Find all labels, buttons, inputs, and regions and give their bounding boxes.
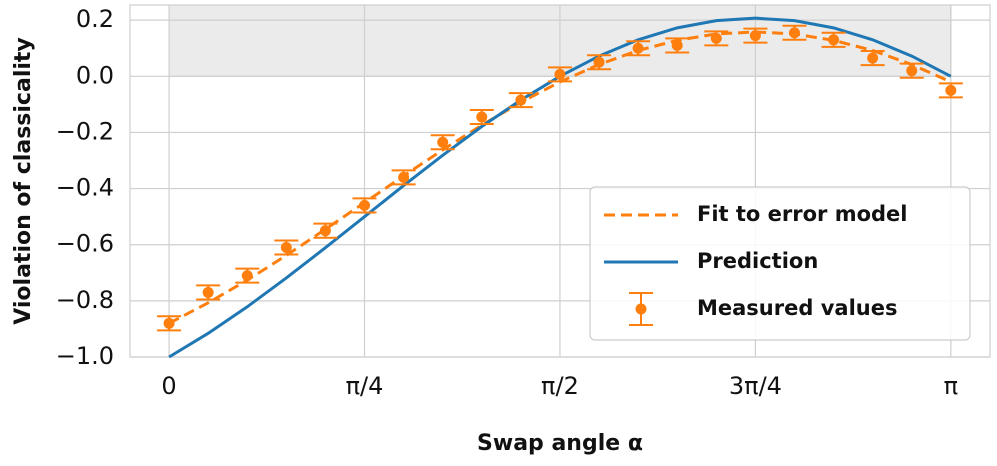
y-axis-label: Violation of classicality bbox=[11, 37, 36, 325]
y-tick-label: −1.0 bbox=[56, 342, 114, 370]
error-point bbox=[157, 315, 182, 332]
marker bbox=[398, 171, 410, 183]
y-tick-label: 0.2 bbox=[76, 5, 114, 33]
x-axis-label: Swap angle α bbox=[477, 431, 643, 456]
error-point bbox=[313, 222, 338, 239]
x-tick-label: π/4 bbox=[346, 372, 384, 400]
marker bbox=[828, 34, 840, 46]
marker bbox=[867, 52, 879, 64]
marker bbox=[632, 42, 644, 54]
error-point bbox=[430, 134, 455, 151]
marker bbox=[749, 30, 761, 42]
y-tick-label: 0.0 bbox=[76, 61, 114, 89]
error-point bbox=[938, 82, 963, 99]
error-point bbox=[547, 66, 572, 83]
legend-label: Measured values bbox=[697, 296, 897, 320]
marker bbox=[671, 39, 683, 51]
marker bbox=[515, 94, 527, 106]
error-point bbox=[587, 54, 612, 71]
marker bbox=[593, 56, 605, 68]
error-point bbox=[821, 31, 846, 48]
error-point bbox=[743, 27, 768, 44]
error-point bbox=[508, 92, 533, 109]
marker bbox=[319, 225, 331, 237]
y-tick-label: −0.6 bbox=[56, 230, 114, 258]
error-point bbox=[860, 50, 885, 67]
plot-frame bbox=[129, 4, 991, 358]
legend-label: Fit to error model bbox=[697, 202, 908, 226]
error-point bbox=[469, 108, 494, 126]
y-tick-label: −0.4 bbox=[56, 174, 114, 202]
marker bbox=[554, 68, 566, 80]
error-point bbox=[704, 30, 729, 47]
marker bbox=[437, 136, 449, 148]
marker bbox=[241, 270, 253, 282]
error-point bbox=[352, 197, 377, 214]
error-point bbox=[665, 37, 690, 54]
legend-label: Prediction bbox=[697, 249, 818, 273]
marker bbox=[359, 199, 371, 211]
legend-box bbox=[589, 186, 971, 341]
x-tick-label: 3π/4 bbox=[729, 372, 782, 400]
error-point bbox=[196, 284, 221, 301]
error-point bbox=[782, 24, 807, 41]
error-point bbox=[391, 169, 416, 186]
marker bbox=[710, 32, 722, 44]
x-tick-label: π bbox=[944, 372, 958, 400]
error-point bbox=[626, 40, 651, 57]
y-tick-label: −0.8 bbox=[56, 286, 114, 314]
error-point bbox=[235, 267, 260, 284]
error-point bbox=[274, 239, 299, 256]
error-point bbox=[899, 62, 924, 79]
marker bbox=[163, 317, 175, 329]
legend-swatch bbox=[635, 303, 647, 315]
marker bbox=[280, 242, 292, 254]
x-tick-label: 0 bbox=[161, 372, 176, 400]
marker bbox=[202, 286, 214, 298]
x-tick-label: π/2 bbox=[541, 372, 579, 400]
y-tick-label: −0.2 bbox=[56, 117, 114, 145]
marker bbox=[788, 27, 800, 39]
marker bbox=[906, 65, 918, 77]
marker bbox=[945, 84, 957, 96]
marker bbox=[476, 111, 488, 123]
